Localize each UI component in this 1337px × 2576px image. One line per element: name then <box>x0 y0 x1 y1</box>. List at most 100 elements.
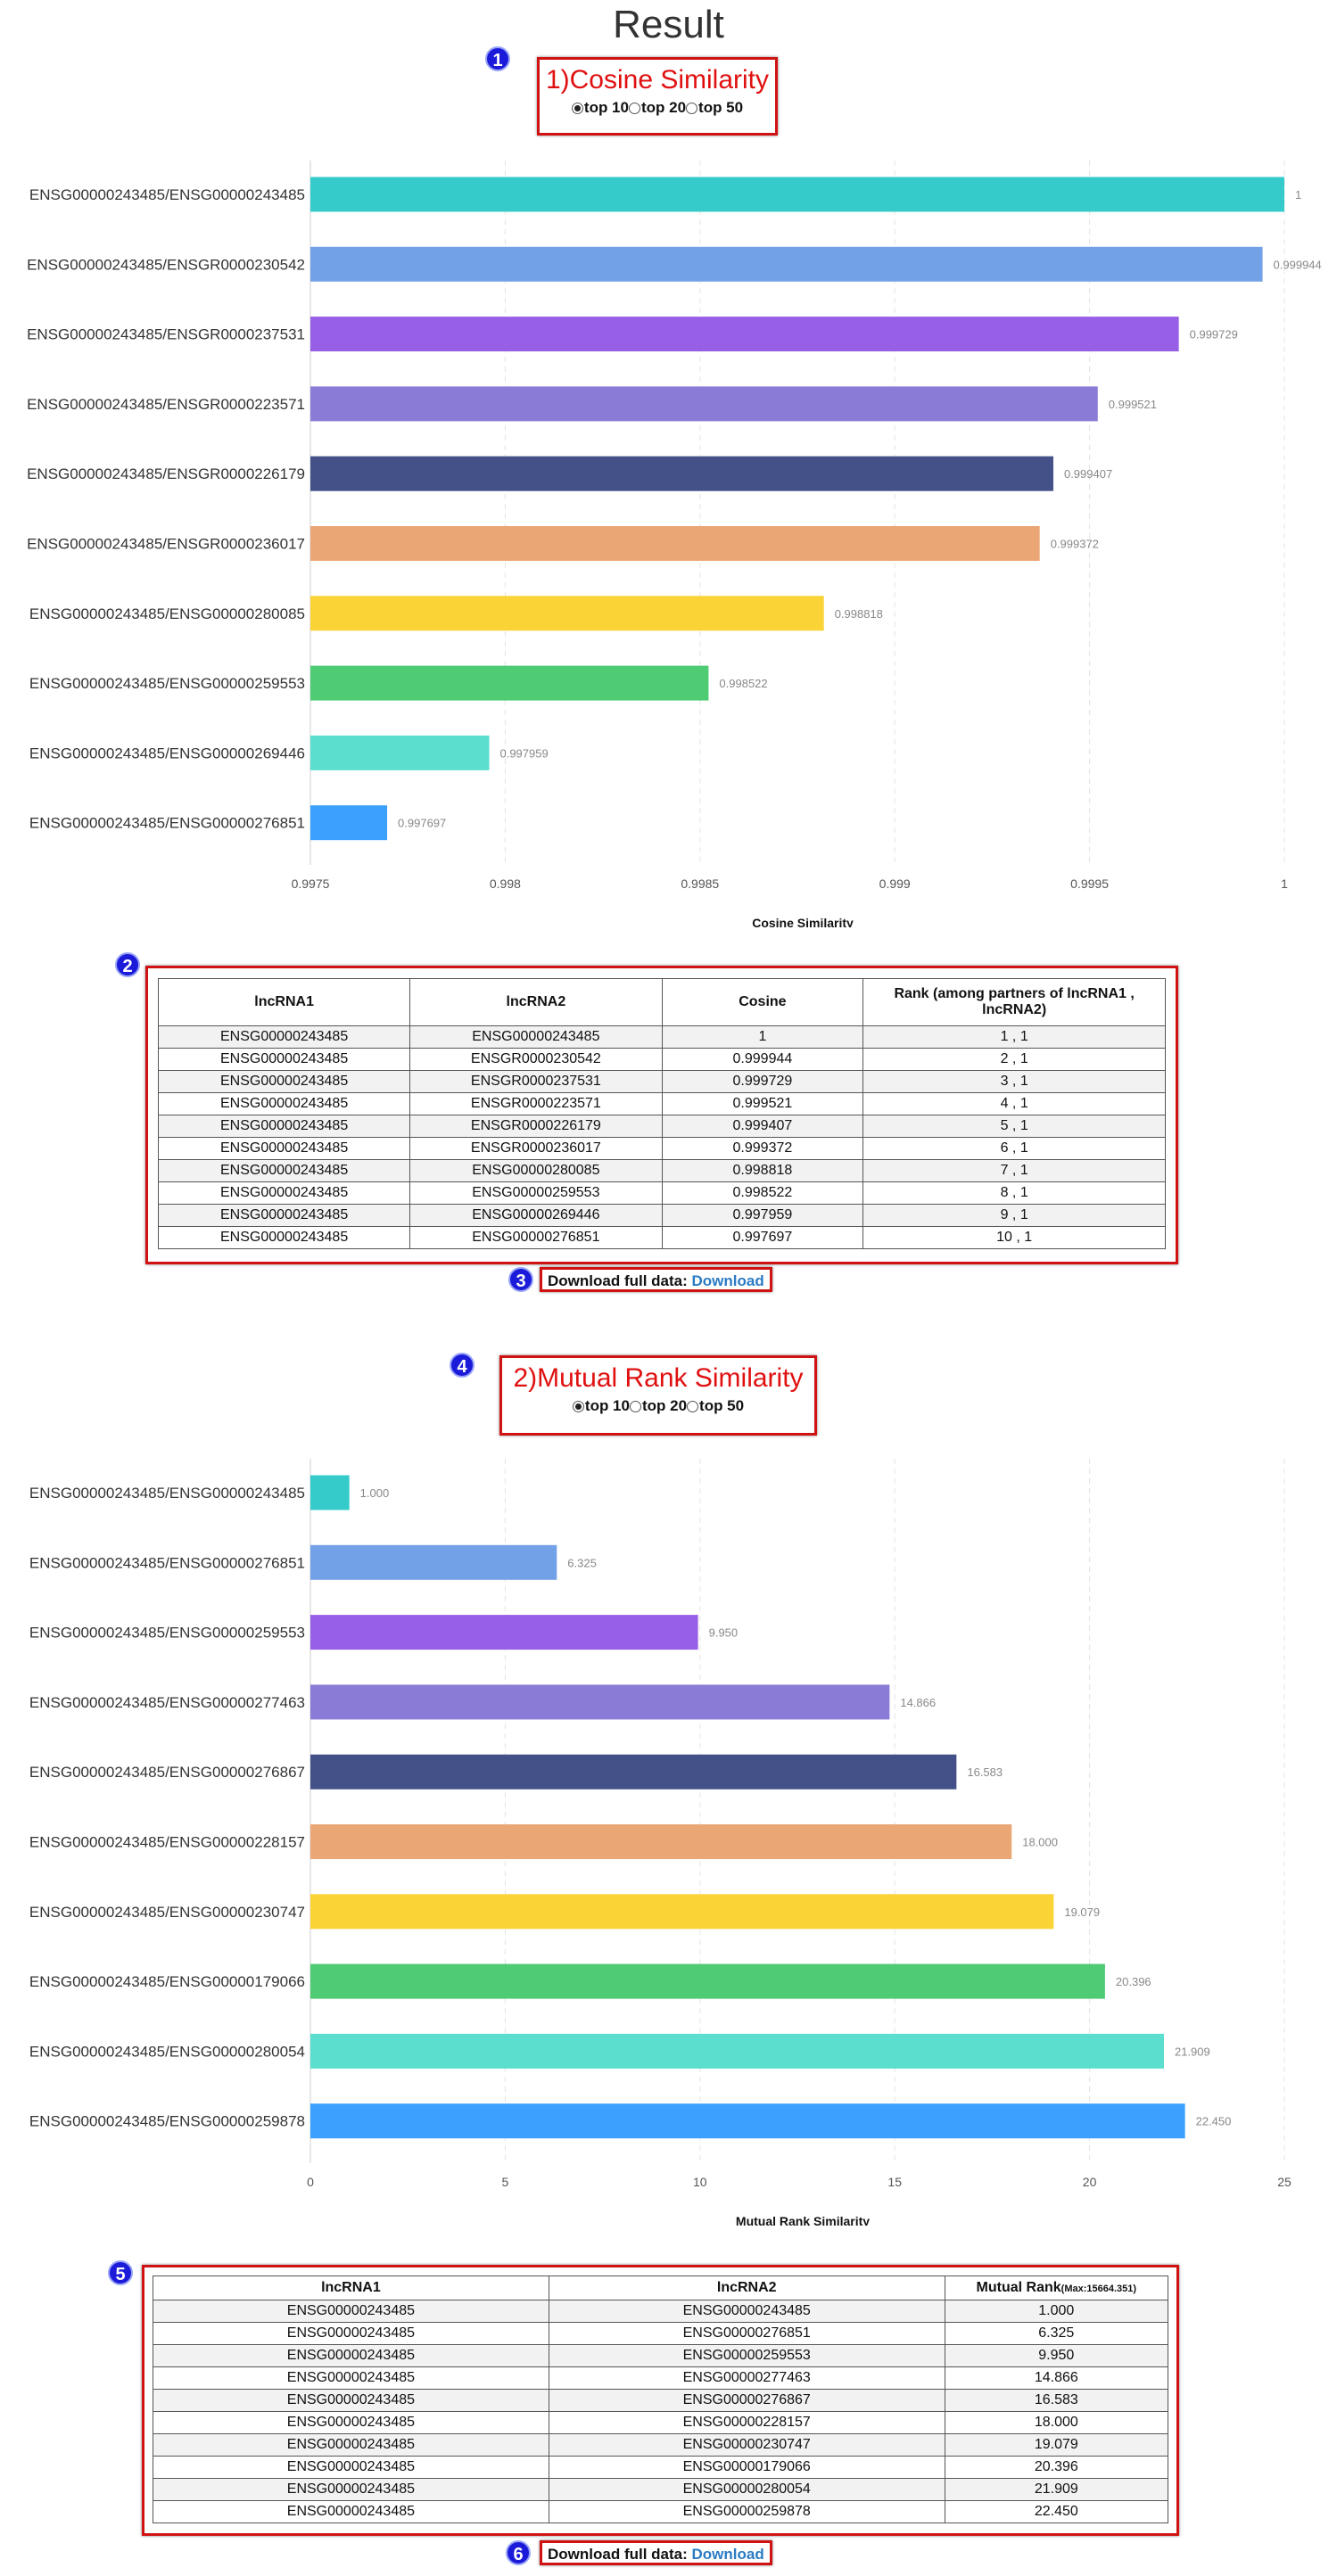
cosine-table-cell: ENSGR0000223571 <box>409 1092 663 1115</box>
cosine-radio-top-50[interactable]: top 50 <box>686 99 743 117</box>
cosine-bar[interactable] <box>310 665 709 701</box>
cosine-table-cell: ENSG00000243485 <box>157 1070 411 1093</box>
cosine-table-cell: 0.999944 <box>661 1048 864 1071</box>
cosine-bar[interactable] <box>310 177 1284 212</box>
cosine-x-tick-label: 1 <box>1281 876 1288 891</box>
marker-5: 5 <box>108 2260 133 2285</box>
mutual-rank-bar[interactable] <box>310 2103 1185 2139</box>
mutual-rank-bar[interactable] <box>310 1615 698 1650</box>
mutual-rank-table-cell: ENSG00000280054 <box>548 2478 945 2501</box>
cosine-table-cell: 7 , 1 <box>862 1159 1166 1182</box>
mutual-rank-bar[interactable] <box>310 1684 890 1720</box>
cosine-table-cell: ENSG00000243485 <box>409 1025 663 1049</box>
mutual-rank-table-cell: 9.950 <box>944 2344 1169 2367</box>
download-label-1: Download full data: <box>548 1272 688 1289</box>
mutual-rank-table-cell: ENSG00000243485 <box>153 2344 549 2367</box>
mutual-rank-table-cell: ENSG00000243485 <box>153 2500 549 2523</box>
cosine-bar[interactable] <box>310 805 388 841</box>
cosine-category-label: ENSG00000243485/ENSGR0000236017 <box>27 536 305 553</box>
radio-button-icon[interactable] <box>571 102 583 114</box>
cosine-value-label: 0.999407 <box>1064 467 1112 481</box>
cosine-table-cell: ENSGR0000230542 <box>409 1048 663 1071</box>
radio-label: top 10 <box>583 99 629 116</box>
download-link-2[interactable]: Download <box>691 2546 764 2563</box>
cosine-table-row: ENSG00000243485 ENSGR0000223571 0.999521 4 … <box>157 1092 1166 1115</box>
mutual-rank-bar[interactable] <box>310 1754 957 1790</box>
mutual-rank-table-cell: ENSG00000243485 <box>548 2300 945 2323</box>
cosine-bar[interactable] <box>310 317 1179 352</box>
mutual-rank-table-cell: ENSG00000179066 <box>548 2456 945 2479</box>
mutual-rank-bar[interactable] <box>310 1475 350 1510</box>
cosine-table: lncRNA1 lncRNA2 Cosine Rank (among partners… <box>157 978 1166 1249</box>
mutual-rank-bar[interactable] <box>310 1544 557 1580</box>
mutual-rank-bar[interactable] <box>310 1894 1054 1930</box>
download-link-1[interactable]: Download <box>691 1272 764 1289</box>
radio-button-icon[interactable] <box>629 1400 641 1412</box>
cosine-table-cell: 8 , 1 <box>862 1181 1166 1205</box>
cosine-bar[interactable] <box>310 735 490 770</box>
cosine-table-cell: ENSGR0000236017 <box>409 1137 663 1160</box>
mutual-rank-bar[interactable] <box>310 1963 1105 1999</box>
mutual-rank-x-tick-label: 5 <box>502 2175 509 2189</box>
mutual-rank-table-cell: ENSG00000243485 <box>153 2366 549 2390</box>
cosine-table-cell: 5 , 1 <box>862 1115 1166 1138</box>
cosine-x-tick-label: 0.998 <box>490 876 521 891</box>
cosine-section-title: 1)Cosine Similarity <box>545 65 770 95</box>
page-title: Result <box>613 3 724 46</box>
mutual-rank-table-cell: ENSG00000276851 <box>548 2322 945 2345</box>
mutual-rank-table-cell: 6.325 <box>944 2322 1169 2345</box>
radio-button-icon[interactable] <box>572 1400 584 1412</box>
cosine-table-cell: 3 , 1 <box>862 1070 1166 1093</box>
cosine-value-label: 0.999372 <box>1051 538 1099 551</box>
cosine-value-label: 0.999729 <box>1190 328 1238 342</box>
mutual-rank-table-cell: ENSG00000276867 <box>548 2389 945 2412</box>
mutual-rank-table-cell: ENSG00000243485 <box>153 2389 549 2412</box>
cosine-bar[interactable] <box>310 456 1053 491</box>
mutual-rank-table-cell: 14.866 <box>944 2366 1169 2390</box>
cosine-bar[interactable] <box>310 246 1263 282</box>
mutual-rank-value-label: 18.000 <box>1022 1836 1058 1849</box>
cosine-x-axis-title: Cosine Similarity <box>752 916 854 927</box>
cosine-table-cell: ENSG00000243485 <box>157 1048 411 1071</box>
mutual-rank-radio-top-20[interactable]: top 20 <box>629 1397 687 1415</box>
cosine-category-label: ENSG00000243485/ENSGR0000223571 <box>27 396 305 413</box>
radio-button-icon[interactable] <box>687 1400 699 1412</box>
cosine-table-cell: ENSG00000243485 <box>157 1025 411 1049</box>
mutual-rank-table-header-note: (Max:15664.351) <box>1061 2284 1137 2294</box>
mutual-rank-table-row: ENSG00000243485 ENSG00000230747 19.079 <box>153 2433 1169 2457</box>
mutual-rank-table-cell: ENSG00000277463 <box>548 2366 945 2390</box>
cosine-bar[interactable] <box>310 596 824 631</box>
mutual-rank-value-label: 22.450 <box>1196 2115 1232 2128</box>
mutual-rank-bar[interactable] <box>310 2033 1164 2069</box>
radio-button-icon[interactable] <box>628 102 640 114</box>
cosine-radio-top-20[interactable]: top 20 <box>628 99 686 117</box>
cosine-radio-top-10[interactable]: top 10 <box>571 99 629 117</box>
mutual-rank-category-label: ENSG00000243485/ENSG00000280054 <box>29 2043 305 2060</box>
cosine-value-label: 0.999521 <box>1109 398 1157 411</box>
radio-button-icon[interactable] <box>686 102 698 114</box>
cosine-bar[interactable] <box>310 526 1040 561</box>
mutual-rank-value-label: 19.079 <box>1064 1905 1100 1919</box>
cosine-bar[interactable] <box>310 386 1098 422</box>
cosine-category-label: ENSG00000243485/ENSGR0000230542 <box>27 256 305 273</box>
cosine-table-cell: 0.999407 <box>661 1115 864 1138</box>
mutual-rank-bar[interactable] <box>310 1824 1012 1859</box>
mutual-rank-category-label: ENSG00000243485/ENSG00000276851 <box>29 1554 305 1571</box>
marker-3: 3 <box>508 1267 533 1292</box>
cosine-category-label: ENSG00000243485/ENSG00000243485 <box>29 186 305 203</box>
cosine-table-header-cell: Rank (among partners of lncRNA1 , lncRNA… <box>862 978 1166 1026</box>
mutual-rank-value-label: 1.000 <box>360 1486 390 1500</box>
cosine-table-cell: ENSG00000243485 <box>157 1159 411 1182</box>
cosine-table-cell: 1 , 1 <box>862 1025 1166 1049</box>
cosine-table-cell: ENSG00000243485 <box>157 1226 411 1249</box>
mutual-rank-radio-top-10[interactable]: top 10 <box>572 1397 630 1415</box>
mutual-rank-radio-top-50[interactable]: top 50 <box>687 1397 744 1415</box>
mutual-rank-x-tick-label: 10 <box>693 2175 707 2189</box>
radio-label: top 10 <box>584 1397 630 1414</box>
mutual-rank-table-row: ENSG00000243485 ENSG00000179066 20.396 <box>153 2456 1169 2479</box>
cosine-table-row: ENSG00000243485 ENSGR0000236017 0.999372 6 … <box>157 1137 1166 1160</box>
marker-2: 2 <box>115 952 140 977</box>
cosine-table-row: ENSG00000243485 ENSG00000243485 1 1 , 1 <box>157 1025 1166 1049</box>
mutual-rank-table-cell: 22.450 <box>944 2500 1169 2523</box>
mutual-rank-section-box: 2)Mutual Rank Similarity top 10 top 20 top… <box>499 1355 817 1436</box>
